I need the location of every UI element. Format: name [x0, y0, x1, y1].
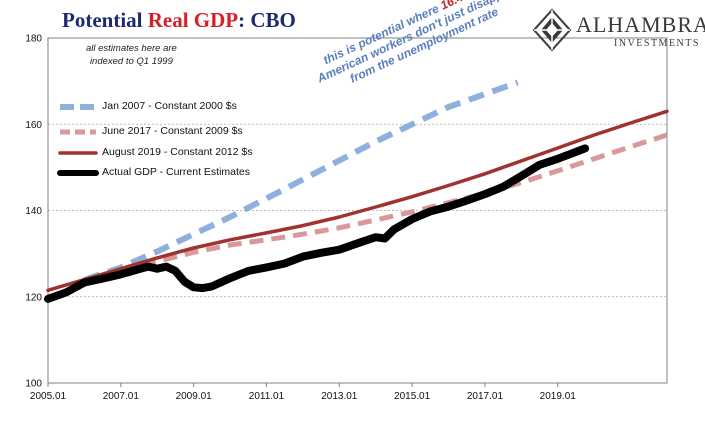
chart-title: Potential Real GDP: CBO — [62, 8, 296, 33]
x-tick-label-1: 2007.01 — [103, 391, 140, 402]
index-note: all estimates here are indexed to Q1 199… — [86, 42, 177, 68]
x-tick-label-0: 2005.01 — [30, 391, 67, 402]
title-part-1: Potential — [62, 8, 143, 32]
y-tick-label-120: 120 — [25, 292, 42, 303]
series-line-june-2017 — [120, 132, 668, 274]
series-group — [44, 79, 669, 303]
x-tick-label-6: 2017.01 — [467, 391, 504, 402]
x-tick-label-3: 2011.01 — [249, 391, 285, 402]
x-axis: 2005.01 2007.01 2009.01 2011.01 2013.01 2015.… — [30, 383, 576, 402]
legend-label-august-2019: August 2019 - Constant 2012 $s — [102, 146, 253, 158]
x-tick-label-4: 2013.01 — [321, 391, 358, 402]
x-tick-label-2: 2009.01 — [176, 391, 213, 402]
legend-label-june-2017: June 2017 - Constant 2009 $s — [102, 125, 243, 137]
legend-label-jan-2007: Jan 2007 - Constant 2000 $s — [102, 100, 237, 112]
series-line-actual-gdp — [44, 144, 590, 303]
title-part-2: Real GDP — [147, 8, 239, 32]
logo-name: ALHAMBRA — [576, 12, 705, 37]
legend-label-actual-gdp: Actual GDP - Current Estimates — [102, 166, 251, 178]
y-tick-label-100: 100 — [25, 379, 42, 390]
y-tick-label-180: 180 — [25, 34, 42, 45]
y-tick-label-140: 140 — [25, 206, 42, 217]
series-line-august-2019 — [46, 109, 669, 293]
y-axis: 100 120 140 160 180 — [25, 34, 42, 390]
index-note-line-2: indexed to Q1 1999 — [89, 56, 173, 67]
series-line-jan-2007 — [83, 79, 519, 283]
title-part-3: : CBO — [238, 8, 296, 32]
legend-swatches — [57, 104, 99, 176]
y-tick-label-160: 160 — [25, 120, 42, 131]
logo-mark-icon — [532, 8, 572, 52]
plot-area-frame — [47, 37, 668, 384]
logo-subtitle: INVESTMENTS — [614, 38, 700, 49]
x-tick-label-5: 2015.01 — [394, 391, 431, 402]
index-note-line-1: all estimates here are — [86, 43, 177, 54]
alhambra-logo: ALHAMBRA INVESTMENTS — [532, 8, 705, 56]
x-tick-label-7: 2019.01 — [540, 391, 577, 402]
